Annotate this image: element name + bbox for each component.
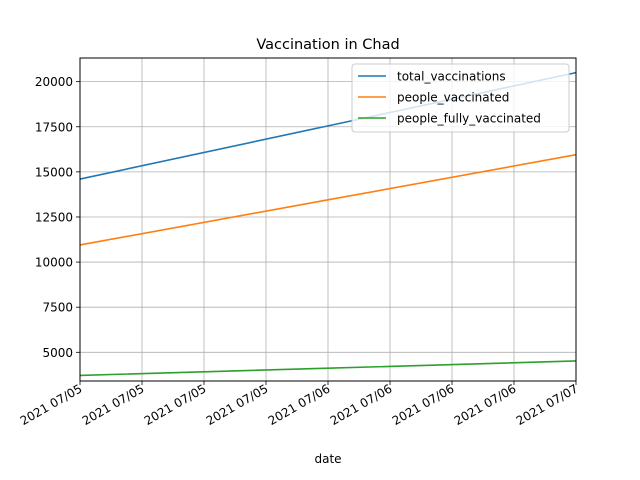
y-tick-label: 10000: [35, 256, 73, 270]
y-tick-label: 7500: [42, 301, 73, 315]
x-axis-label: date: [314, 452, 341, 466]
series-line-people-vaccinated: [79, 153, 577, 246]
y-axis: 5000 7500 10000 12500 15000 17500 20000: [35, 75, 80, 360]
legend: total_vaccinations people_vaccinatedpeopl…: [351, 63, 570, 133]
y-tick-label: 20000: [35, 75, 73, 89]
y-tick-label: 5000: [42, 346, 73, 360]
legend-label: total_vaccinations: [397, 70, 506, 84]
legend-label: people_vaccinated: [397, 91, 509, 105]
legend-label: people_fully_vaccinated: [397, 112, 541, 126]
series-line-people-fully-vaccinated: [79, 360, 577, 377]
y-tick-label: 17500: [35, 120, 73, 134]
chart-title: Vaccination in Chad: [256, 37, 399, 53]
y-tick-label: 15000: [35, 165, 73, 179]
legend-box: [351, 63, 570, 133]
y-tick-label: 12500: [35, 210, 73, 224]
